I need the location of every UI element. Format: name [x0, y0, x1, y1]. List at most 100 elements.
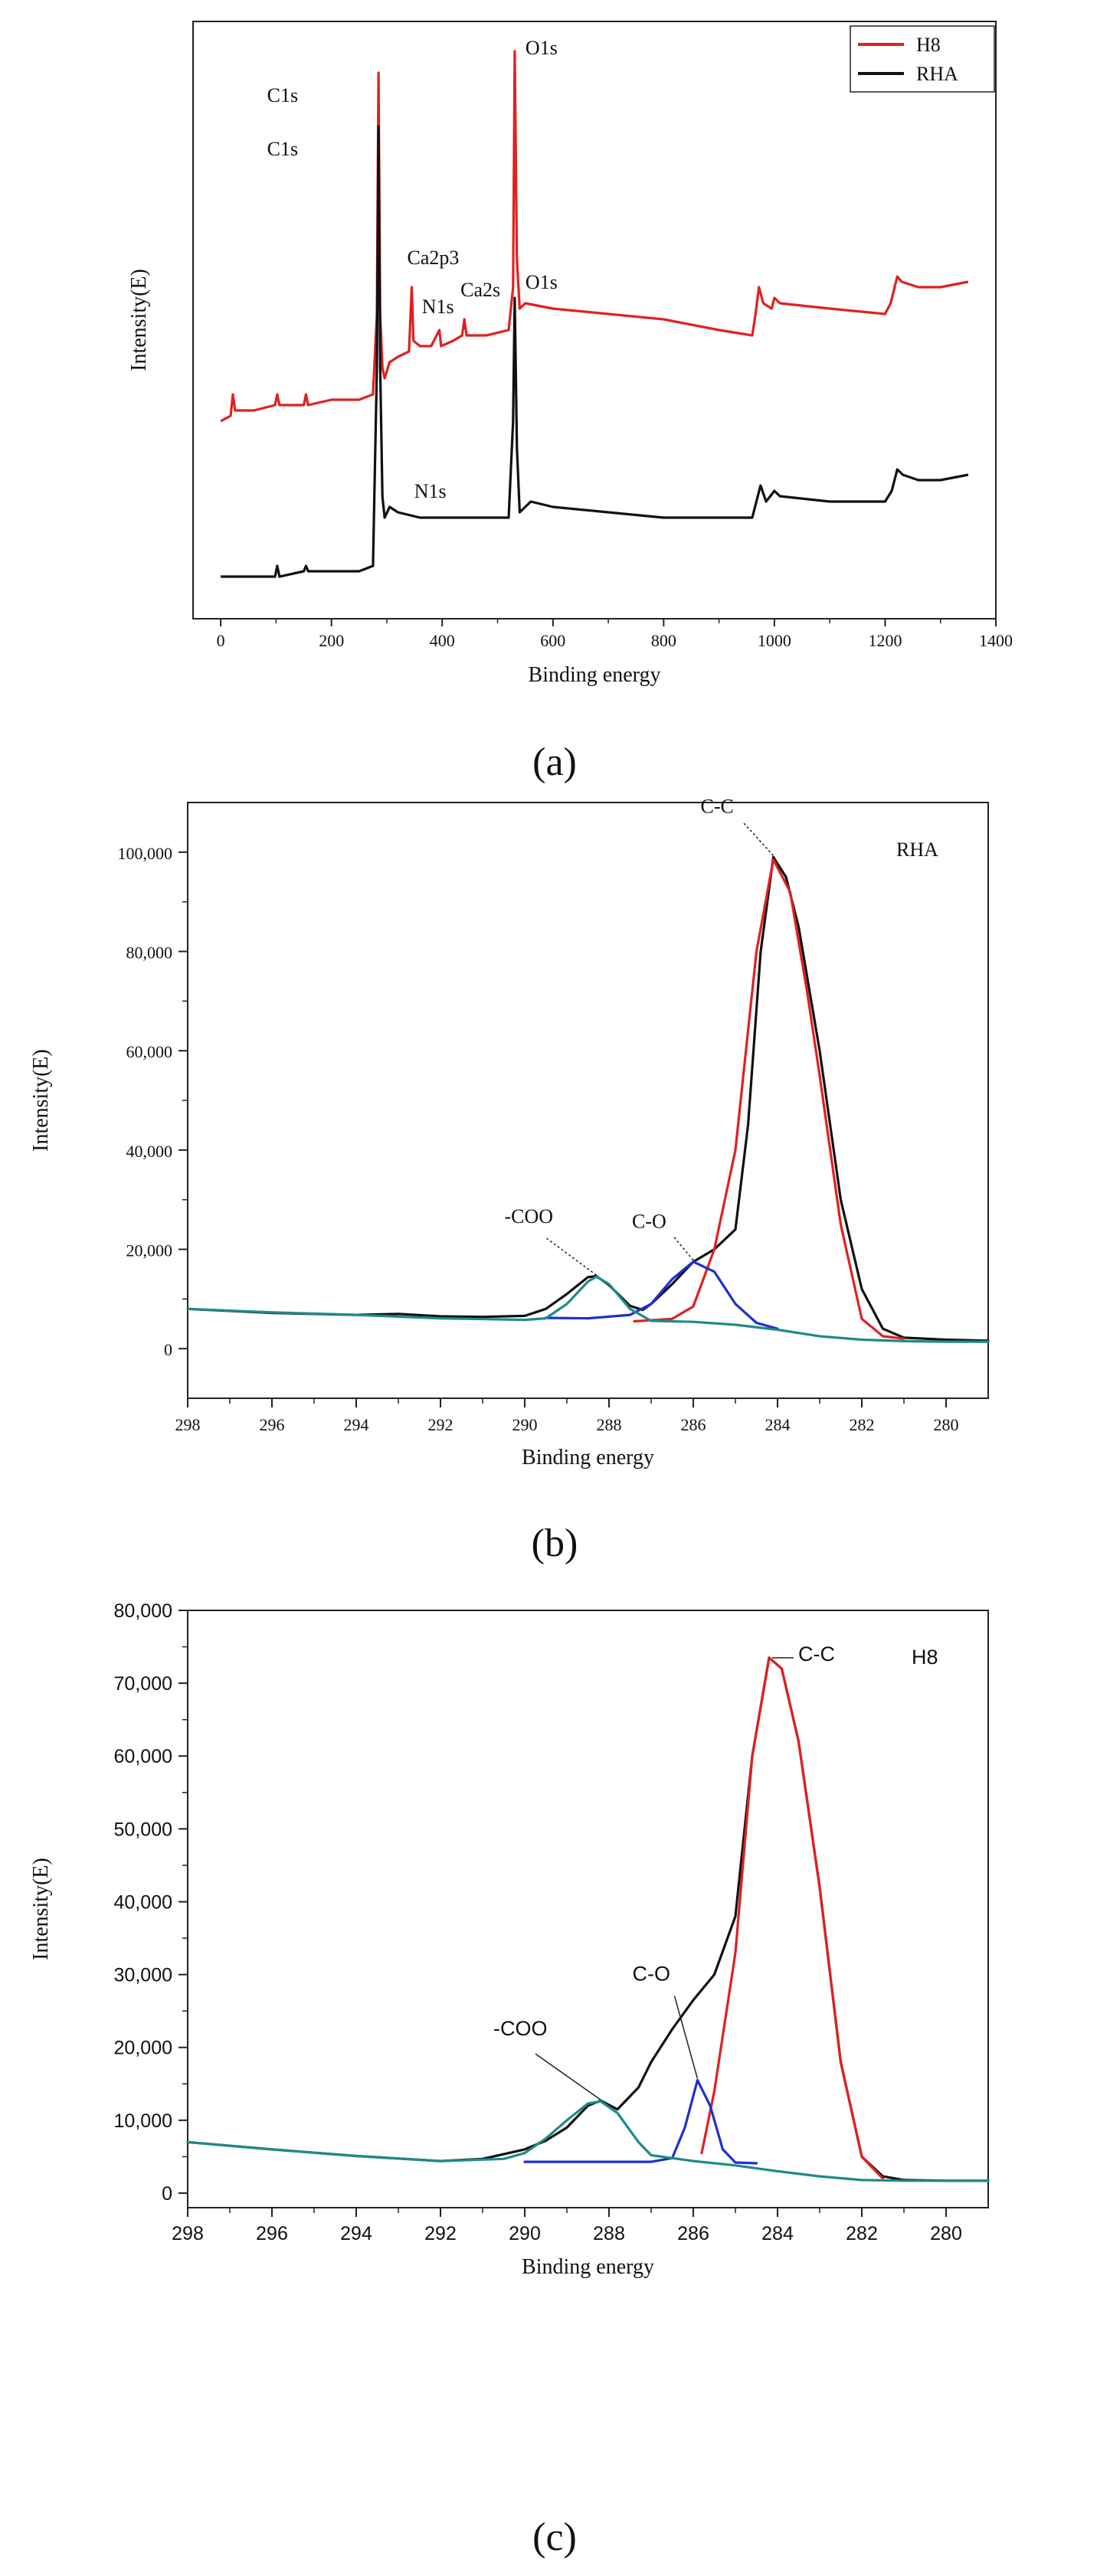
y-tick-label: 70,000: [114, 1673, 172, 1695]
panel-a-y-axis-label: Intensity(E): [127, 269, 151, 371]
annotation-label: Ca2s: [460, 279, 500, 301]
panel-b-c1s-rha-chart: 298 296 294 292 290 288 286 284 282 280 0 20,000 40,…: [29, 795, 990, 1469]
x-tick-label: 294: [344, 1415, 369, 1434]
y-tick-label: 10,000: [114, 2110, 172, 2132]
x-tick-label: 800: [651, 631, 676, 650]
annotation-label: C1s: [267, 84, 298, 106]
panel-b-annotations: C-C C-O -COO: [505, 795, 774, 1276]
series-rha-line: [221, 125, 969, 578]
y-tick-label: 0: [162, 2183, 172, 2205]
annotation-leader: [535, 2053, 601, 2100]
panel-b-sample-label: RHA: [896, 839, 938, 861]
annotation-label: C-C: [701, 795, 734, 817]
series-envelope-line: [186, 855, 990, 1342]
x-tick-label: 290: [512, 1415, 538, 1434]
x-tick-label: 200: [319, 631, 344, 650]
y-tick-label: 20,000: [114, 2038, 172, 2059]
x-tick-label: 280: [934, 1415, 959, 1434]
panel-b-axes: [187, 802, 989, 1399]
panel-a-annotations: C1s O1s Ca2p3 N1s Ca2s C1s O1s N1s: [267, 37, 558, 502]
x-tick-label: 284: [761, 2223, 794, 2244]
x-tick-label: 282: [846, 2223, 878, 2244]
y-tick-label: 20,000: [126, 1241, 173, 1260]
annotation-label: O1s: [526, 37, 558, 59]
x-tick-label: 286: [677, 2223, 709, 2244]
x-tick-label: 292: [424, 2223, 457, 2244]
panel-c-sample-label: H8: [912, 1646, 938, 1669]
annotation-leader: [673, 1237, 694, 1261]
panel-a-x-axis-label: Binding energy: [529, 663, 661, 687]
x-tick-label: 298: [175, 1415, 201, 1434]
series-h8-line: [220, 50, 969, 423]
x-tick-label: 1000: [758, 631, 791, 650]
panel-c-label: (c): [532, 2516, 577, 2559]
y-tick-label: 40,000: [126, 1142, 173, 1161]
panel-c-series: [186, 1656, 990, 2182]
x-tick-label: 298: [172, 2223, 204, 2244]
legend-label-rha: RHA: [916, 63, 958, 85]
panel-a-legend: H8 RHA: [850, 25, 995, 93]
panel-b-x-axis-label: Binding energy: [522, 1446, 654, 1469]
annotation-label: C-C: [798, 1643, 835, 1666]
x-tick-label: 280: [930, 2223, 962, 2244]
series-coo-peak-baseline-line: [186, 2100, 990, 2182]
annotation-label: O1s: [526, 271, 558, 293]
panel-c-x-axis-label: Binding energy: [522, 2255, 654, 2279]
x-tick-label: 1200: [868, 631, 902, 650]
series-c-o-peak-line: [523, 2078, 758, 2165]
x-tick-label: 296: [256, 2223, 288, 2244]
annotation-label: N1s: [414, 480, 447, 502]
x-tick-label: 296: [260, 1415, 285, 1434]
y-tick-label: 40,000: [114, 1891, 172, 1913]
y-tick-label: 100,000: [118, 844, 173, 863]
panel-b-ticks: 298 296 294 292 290 288 286 284 282 280 0 20,000 40,…: [118, 844, 959, 1434]
panel-a-axes: [192, 21, 997, 619]
panel-a-frame: [192, 21, 997, 619]
panel-c-ticks: 298 296 294 292 290 288 286 284 282 280 0 10,000 20,…: [114, 1600, 962, 2244]
x-tick-label: 290: [509, 2223, 541, 2244]
panel-b-y-axis-label: Intensity(E): [29, 1049, 53, 1152]
panel-a-survey-chart: 0 200 400 600 800 1000 1200 1400 C1s O1s Ca2p3 N1s…: [127, 21, 1013, 687]
x-tick-label: 292: [428, 1415, 453, 1434]
annotation-leader: [673, 1996, 699, 2079]
panel-c-axes: [187, 1610, 989, 2208]
panel-c-c1s-h8-chart: 298 296 294 292 290 288 286 284 282 280 0 10,000 20,…: [29, 1600, 990, 2279]
annotation-label: C-O: [633, 1963, 671, 1986]
y-tick-label: 60,000: [126, 1042, 173, 1061]
annotation-label: Ca2p3: [407, 247, 459, 269]
series-c-c-peak-line: [633, 858, 905, 1340]
annotation-label: N1s: [422, 296, 454, 318]
series-c-o-peak-line: [544, 1260, 779, 1330]
x-tick-label: 0: [217, 631, 225, 650]
panel-c-annotations: C-C C-O -COO: [493, 1643, 835, 2100]
y-tick-label: 0: [164, 1340, 172, 1359]
annotation-leader: [546, 1237, 597, 1276]
x-tick-label: 600: [540, 631, 565, 650]
panel-a-label: (a): [532, 740, 577, 784]
panel-b-label: (b): [532, 1522, 578, 1565]
panel-a-x-ticks: 0 200 400 600 800 1000 1200 1400: [217, 619, 1013, 650]
x-tick-label: 284: [765, 1415, 791, 1434]
x-tick-label: 400: [430, 631, 455, 650]
annotation-label: C1s: [267, 138, 298, 160]
legend-label-h8: H8: [916, 34, 941, 56]
panel-b-series: [186, 855, 990, 1343]
plot-frame: [187, 802, 989, 1399]
x-tick-label: 286: [681, 1415, 706, 1434]
panel-c-y-axis-label: Intensity(E): [29, 1858, 53, 1960]
legend-box: [850, 25, 995, 93]
plot-frame: [187, 1610, 989, 2208]
annotation-label: C-O: [632, 1211, 666, 1233]
y-tick-label: 30,000: [114, 1965, 172, 1986]
y-tick-label: 80,000: [126, 943, 173, 963]
annotation-leader: [742, 821, 774, 856]
x-tick-label: 288: [597, 1415, 622, 1434]
series-coo-peak-baseline-line: [186, 1275, 990, 1343]
series-envelope-line: [186, 1656, 990, 2182]
y-tick-label: 50,000: [114, 1819, 172, 1840]
x-tick-label: 1400: [979, 631, 1013, 650]
series-c-c-peak-line: [700, 1656, 885, 2180]
annotation-label: -COO: [493, 2017, 548, 2040]
annotation-label: -COO: [505, 1205, 554, 1228]
